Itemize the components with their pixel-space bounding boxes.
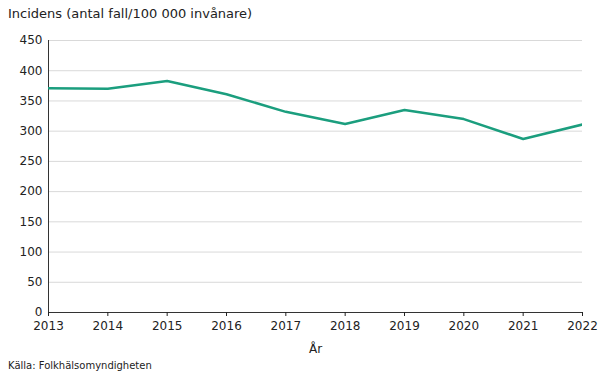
svg-text:50: 50 bbox=[27, 275, 42, 289]
svg-text:300: 300 bbox=[20, 124, 43, 138]
svg-text:2019: 2019 bbox=[389, 319, 420, 333]
svg-text:450: 450 bbox=[20, 33, 43, 47]
svg-text:250: 250 bbox=[20, 154, 43, 168]
svg-text:2016: 2016 bbox=[211, 319, 242, 333]
svg-text:2014: 2014 bbox=[93, 319, 124, 333]
svg-text:350: 350 bbox=[20, 94, 43, 108]
svg-text:2022: 2022 bbox=[567, 319, 598, 333]
svg-text:100: 100 bbox=[20, 245, 43, 259]
svg-text:2013: 2013 bbox=[33, 319, 64, 333]
svg-text:200: 200 bbox=[20, 184, 43, 198]
svg-text:År: År bbox=[309, 341, 322, 356]
svg-text:2018: 2018 bbox=[330, 319, 361, 333]
svg-text:2020: 2020 bbox=[449, 319, 480, 333]
svg-text:150: 150 bbox=[20, 215, 43, 229]
svg-text:0: 0 bbox=[35, 305, 43, 319]
svg-text:2017: 2017 bbox=[271, 319, 302, 333]
html-text:Källa: Folkhälsomyndigheten: Källa: Folkhälsomyndigheten bbox=[8, 360, 152, 371]
svg-text:2015: 2015 bbox=[152, 319, 183, 333]
svg-text:400: 400 bbox=[20, 64, 43, 78]
html-text:Incidens (antal fall/100 000 i: Incidens (antal fall/100 000 invånare) bbox=[8, 6, 253, 21]
svg-text:2021: 2021 bbox=[508, 319, 539, 333]
